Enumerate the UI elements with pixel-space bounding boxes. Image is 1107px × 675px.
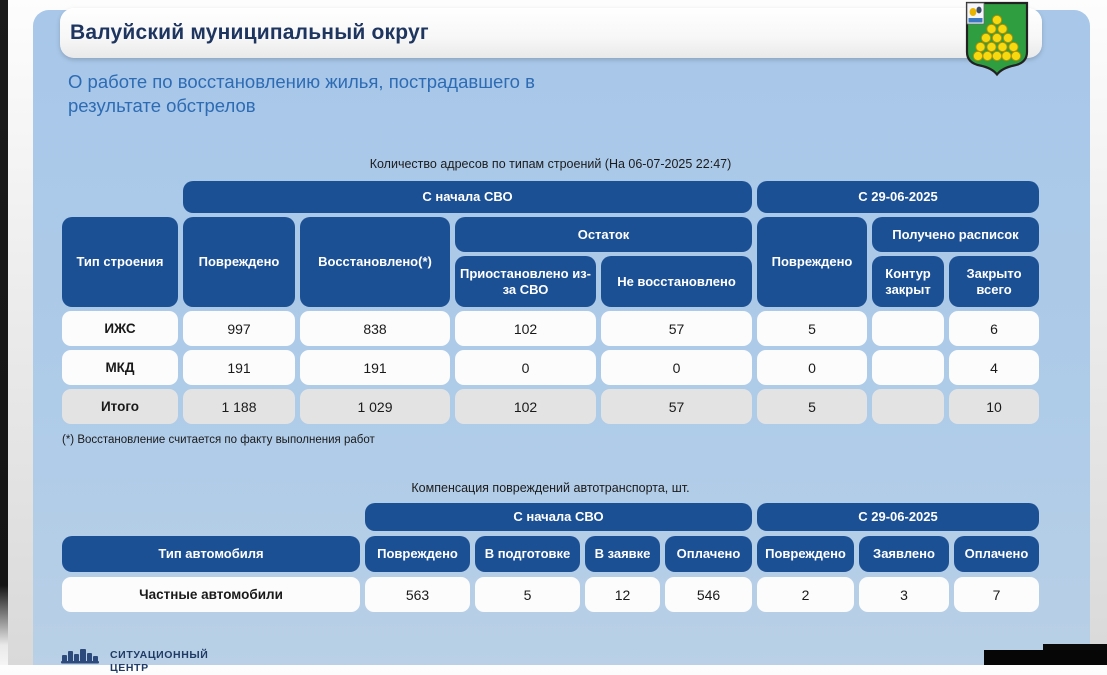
valuyki-coat-of-arms-icon — [962, 0, 1032, 78]
col-header-closed-total: Закрыто всего — [949, 256, 1039, 307]
situation-center-logo-icon — [60, 646, 100, 669]
col-header-damaged-recent: Повреждено — [757, 536, 854, 572]
col-header-paid-recent: Оплачено — [954, 536, 1039, 572]
group-header-since-date: С 29-06-2025 — [757, 503, 1039, 531]
group-header-remainder: Остаток — [455, 217, 752, 252]
table-cell: 57 — [601, 311, 752, 346]
table-cell: 0 — [455, 350, 596, 385]
table-cell-total — [872, 389, 944, 424]
buildings-table-footnote: (*) Восстановление считается по факту вы… — [62, 434, 375, 446]
situation-center-logo: СИТУАЦИОННЫЙ ЦЕНТР — [60, 646, 208, 675]
video-overlay-bar — [1043, 644, 1107, 650]
col-header-declared: Заявлено — [859, 536, 949, 572]
buildings-table: С начала СВО С 29-06-2025 Тип строения П… — [62, 181, 1039, 424]
group-header-since-svo: С начала СВО — [365, 503, 752, 531]
col-header-in-preparation: В подготовке — [475, 536, 580, 572]
col-header-damaged-recent: Повреждено — [757, 217, 867, 307]
table-cell: 3 — [859, 577, 949, 612]
screen-left-edge — [0, 0, 8, 665]
table-cell: ИЖС — [62, 311, 178, 346]
col-header-building-type: Тип строения — [62, 217, 178, 307]
col-header-restored: Восстановлено(*) — [300, 217, 450, 307]
table-cell: МКД — [62, 350, 178, 385]
page-subtitle: О работе по восстановлению жилья, постра… — [68, 71, 535, 117]
footer-logo-text: СИТУАЦИОННЫЙ ЦЕНТР — [110, 646, 208, 675]
video-overlay-box — [984, 650, 1107, 665]
vehicles-table-title: Компенсация повреждений автотранспорта, … — [411, 481, 690, 495]
table-cell: 0 — [601, 350, 752, 385]
table-cell-total: 102 — [455, 389, 596, 424]
page-title-bar: Валуйский муниципальный округ — [60, 8, 1042, 58]
group-header-receipts: Получено расписок — [872, 217, 1039, 252]
group-header-since-svo: С начала СВО — [183, 181, 752, 213]
table-cell — [872, 311, 944, 346]
footer-logo-line2: ЦЕНТР — [110, 662, 149, 675]
table-cell: 838 — [300, 311, 450, 346]
table-cell: 997 — [183, 311, 295, 346]
col-header-contour-closed: Контур закрыт — [872, 256, 944, 307]
buildings-table-title: Количество адресов по типам строений (На… — [369, 157, 732, 171]
vehicles-table: С начала СВО С 29-06-2025 Тип автомобиля… — [62, 503, 1039, 612]
col-header-not-restored: Не восстановлено — [601, 256, 752, 307]
table-cell: 0 — [757, 350, 867, 385]
table-cell: 563 — [365, 577, 470, 612]
col-header-damaged: Повреждено — [183, 217, 295, 307]
footer-logo-line1: СИТУАЦИОННЫЙ — [110, 649, 209, 661]
table-cell: 2 — [757, 577, 854, 612]
table-cell: 12 — [585, 577, 660, 612]
table-cell: Частные автомобили — [62, 577, 360, 612]
col-header-damaged: Повреждено — [365, 536, 470, 572]
table-cell-total: 10 — [949, 389, 1039, 424]
table-cell: 191 — [183, 350, 295, 385]
page-title: Валуйский муниципальный округ — [70, 21, 429, 44]
table-cell: 6 — [949, 311, 1039, 346]
table-cell-total: 57 — [601, 389, 752, 424]
table-cell: 5 — [757, 311, 867, 346]
table-cell — [872, 350, 944, 385]
col-header-in-request: В заявке — [585, 536, 660, 572]
table-cell: 546 — [665, 577, 752, 612]
table-cell: 5 — [475, 577, 580, 612]
table-cell-total: Итого — [62, 389, 178, 424]
table-cell-total: 5 — [757, 389, 867, 424]
col-header-suspended-svo: Приостановлено из-за СВО — [455, 256, 596, 307]
table-cell-total: 1 029 — [300, 389, 450, 424]
col-header-paid: Оплачено — [665, 536, 752, 572]
col-header-vehicle-type: Тип автомобиля — [62, 536, 360, 572]
table-cell-total: 1 188 — [183, 389, 295, 424]
group-header-since-date: С 29-06-2025 — [757, 181, 1039, 213]
table-cell: 191 — [300, 350, 450, 385]
table-cell: 102 — [455, 311, 596, 346]
table-cell: 7 — [954, 577, 1039, 612]
table-cell: 4 — [949, 350, 1039, 385]
